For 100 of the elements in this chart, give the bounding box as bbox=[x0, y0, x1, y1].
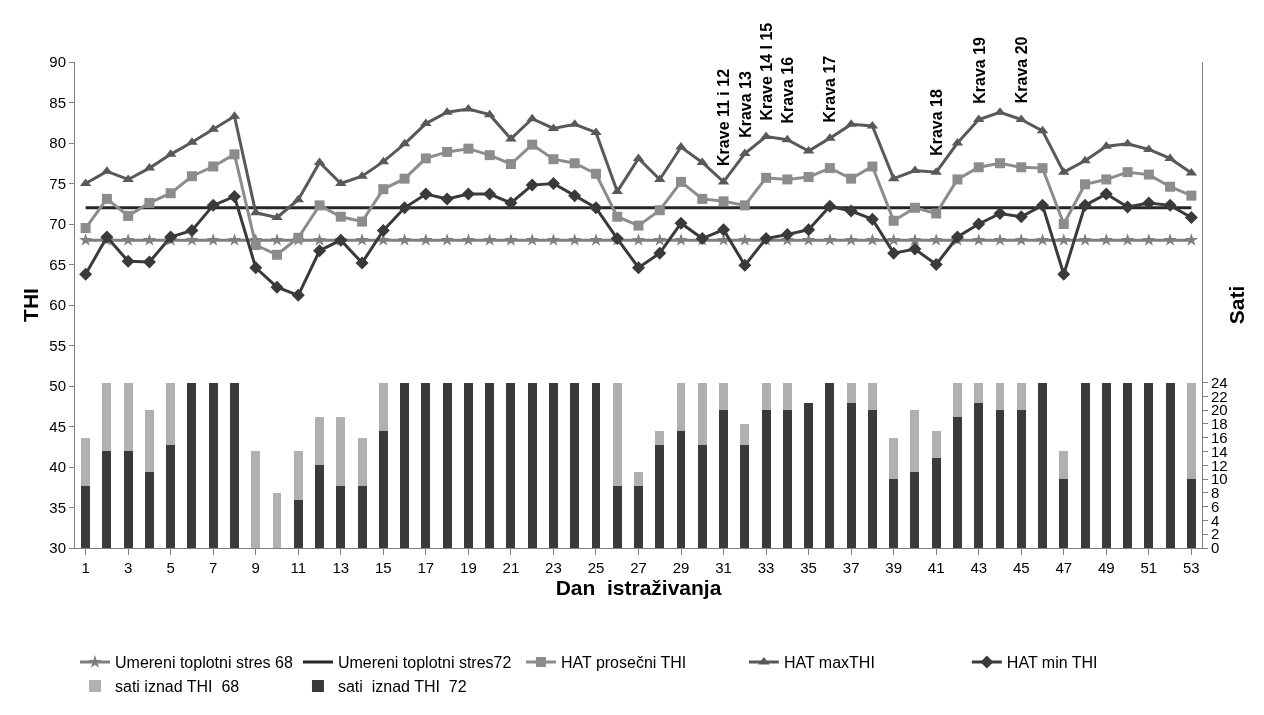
bar bbox=[1186, 382, 1196, 480]
point bbox=[461, 187, 475, 201]
point bbox=[697, 193, 708, 204]
x-axis-title: Dan istraživanja bbox=[555, 576, 722, 599]
point bbox=[250, 240, 261, 251]
bar bbox=[867, 410, 877, 548]
x-tick-label: 53 bbox=[1183, 559, 1200, 576]
bar bbox=[166, 444, 176, 548]
point bbox=[887, 246, 901, 260]
bar bbox=[697, 444, 707, 548]
bar bbox=[251, 451, 261, 548]
bar bbox=[208, 382, 218, 548]
point bbox=[1184, 233, 1199, 246]
point bbox=[1016, 162, 1027, 173]
point bbox=[1186, 190, 1197, 201]
legend-label: Umereni toplotni stres72 bbox=[337, 654, 512, 672]
bar bbox=[81, 437, 91, 486]
point bbox=[1142, 233, 1156, 246]
bar bbox=[782, 382, 792, 411]
point bbox=[1037, 163, 1048, 174]
x-tick-label: 21 bbox=[502, 559, 520, 576]
y-tick-label: 45 bbox=[49, 417, 66, 435]
x-tick-label: 41 bbox=[927, 559, 945, 576]
x-tick-label: 17 bbox=[417, 559, 435, 576]
point bbox=[844, 204, 858, 218]
point bbox=[1121, 200, 1135, 214]
point bbox=[440, 192, 454, 206]
point bbox=[461, 233, 476, 246]
point bbox=[952, 174, 963, 185]
point bbox=[463, 143, 474, 154]
point bbox=[718, 196, 729, 207]
point bbox=[738, 258, 752, 272]
bar bbox=[548, 382, 558, 548]
point bbox=[442, 146, 453, 157]
bar bbox=[782, 410, 792, 548]
point bbox=[972, 233, 986, 246]
point bbox=[1057, 267, 1071, 281]
bar bbox=[230, 382, 239, 548]
point bbox=[271, 212, 283, 221]
annotation: Krava 19 bbox=[970, 36, 988, 104]
bar bbox=[931, 430, 941, 459]
point bbox=[801, 233, 816, 246]
bar bbox=[166, 382, 176, 445]
point bbox=[355, 256, 369, 270]
bar bbox=[315, 417, 324, 466]
bar bbox=[953, 382, 962, 418]
bar bbox=[889, 437, 899, 480]
point bbox=[1035, 233, 1050, 246]
point bbox=[846, 173, 857, 184]
point bbox=[272, 249, 283, 260]
point bbox=[1099, 233, 1113, 246]
point bbox=[676, 176, 687, 187]
legend-label: Umereni toplotni stres 68 bbox=[115, 654, 293, 672]
legend-label: sati iznad THI 68 bbox=[115, 678, 240, 696]
point bbox=[398, 201, 412, 215]
point bbox=[312, 233, 327, 246]
x-tick-label: 23 bbox=[545, 559, 562, 576]
bar bbox=[1080, 382, 1090, 548]
y-axis-title: THI bbox=[19, 288, 43, 322]
point bbox=[589, 233, 603, 246]
bar bbox=[421, 382, 431, 548]
point bbox=[1080, 179, 1091, 190]
annotation: Krave 11 i 12 bbox=[715, 68, 733, 166]
bar bbox=[357, 437, 367, 486]
x-tick-label: 15 bbox=[374, 559, 392, 576]
point bbox=[505, 159, 516, 170]
point bbox=[653, 246, 667, 260]
bar bbox=[740, 423, 750, 445]
point bbox=[355, 233, 369, 246]
point bbox=[612, 211, 623, 222]
x-tick-label: 11 bbox=[290, 559, 307, 576]
bar bbox=[634, 485, 643, 548]
bar bbox=[889, 479, 899, 548]
point bbox=[249, 261, 263, 275]
point bbox=[397, 233, 412, 246]
bar bbox=[995, 410, 1005, 548]
bar bbox=[1016, 382, 1026, 411]
point bbox=[525, 233, 539, 246]
bar bbox=[612, 382, 622, 486]
legend-label: HAT maxTHI bbox=[783, 654, 875, 672]
x-tick-label: 1 bbox=[81, 559, 90, 576]
point bbox=[525, 178, 539, 192]
point bbox=[993, 206, 1007, 220]
point bbox=[1078, 233, 1092, 246]
bar bbox=[846, 403, 856, 548]
y-tick-label: 50 bbox=[49, 377, 66, 395]
point bbox=[929, 233, 943, 246]
bar bbox=[1186, 479, 1196, 548]
point bbox=[909, 202, 920, 213]
bar bbox=[655, 444, 665, 548]
point bbox=[440, 233, 454, 246]
point bbox=[1101, 174, 1112, 185]
point bbox=[972, 217, 986, 231]
point bbox=[1057, 233, 1071, 246]
bar bbox=[1038, 382, 1047, 548]
point bbox=[483, 187, 497, 201]
y-tick-label: 75 bbox=[49, 174, 66, 192]
bar bbox=[527, 382, 537, 548]
point bbox=[760, 131, 772, 140]
x-tick-label: 31 bbox=[715, 559, 732, 576]
